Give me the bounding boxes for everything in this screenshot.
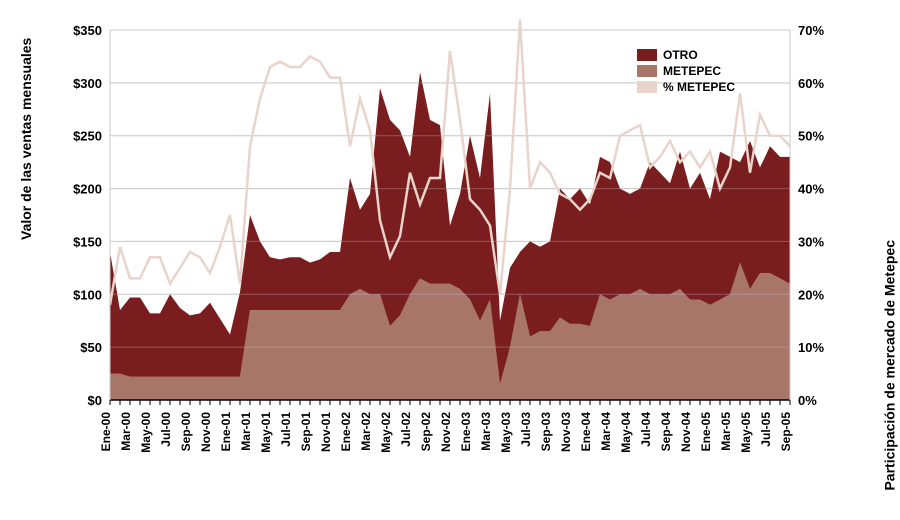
svg-text:Mar-01: Mar-01 (239, 412, 253, 451)
legend-label: OTRO (663, 48, 698, 62)
chart-svg: $0 $50 $100 $150 $200 $250 $300 $350 0% 10% 20% 30%… (0, 0, 900, 520)
svg-text:Nov-04: Nov-04 (679, 412, 693, 452)
svg-text:$300: $300 (73, 76, 102, 91)
svg-text:$200: $200 (73, 182, 102, 197)
legend-label: METEPEC (663, 64, 721, 78)
svg-text:Mar-02: Mar-02 (359, 412, 373, 451)
svg-text:Jul-04: Jul-04 (639, 412, 653, 447)
svg-text:$50: $50 (80, 340, 102, 355)
svg-text:Sep-01: Sep-01 (299, 412, 313, 452)
svg-text:30%: 30% (798, 234, 824, 249)
svg-text:Ene-02: Ene-02 (339, 412, 353, 452)
svg-text:Ene-03: Ene-03 (459, 412, 473, 452)
legend-item: METEPEC (637, 64, 735, 78)
svg-text:Nov-03: Nov-03 (559, 412, 573, 452)
svg-text:Sep-05: Sep-05 (779, 412, 793, 452)
svg-text:$0: $0 (88, 393, 102, 408)
svg-text:May-05: May-05 (739, 412, 753, 453)
svg-text:50%: 50% (798, 129, 824, 144)
legend-item: OTRO (637, 48, 735, 62)
svg-text:Jul-02: Jul-02 (399, 412, 413, 447)
svg-text:$350: $350 (73, 23, 102, 38)
svg-text:May-01: May-01 (259, 412, 273, 453)
svg-text:Sep-04: Sep-04 (659, 412, 673, 452)
svg-text:May-02: May-02 (379, 412, 393, 453)
svg-text:10%: 10% (798, 340, 824, 355)
svg-text:Ene-01: Ene-01 (219, 412, 233, 452)
svg-text:May-03: May-03 (499, 412, 513, 453)
svg-text:$100: $100 (73, 287, 102, 302)
svg-text:$250: $250 (73, 129, 102, 144)
legend: OTRO METEPEC % METEPEC (637, 48, 735, 96)
svg-text:Sep-03: Sep-03 (539, 412, 553, 452)
svg-text:Ene-04: Ene-04 (579, 412, 593, 452)
sales-chart: $0 $50 $100 $150 $200 $250 $300 $350 0% 10% 20% 30%… (0, 0, 900, 520)
svg-text:Ene-05: Ene-05 (699, 412, 713, 452)
svg-text:Jul-00: Jul-00 (159, 412, 173, 447)
svg-text:Jul-01: Jul-01 (279, 412, 293, 447)
svg-text:60%: 60% (798, 76, 824, 91)
legend-swatch (637, 65, 657, 77)
svg-text:Nov-02: Nov-02 (439, 412, 453, 452)
legend-swatch (637, 49, 657, 61)
svg-text:0%: 0% (798, 393, 817, 408)
svg-text:Jul-03: Jul-03 (519, 412, 533, 447)
svg-text:20%: 20% (798, 287, 824, 302)
svg-text:$150: $150 (73, 234, 102, 249)
svg-text:Jul-05: Jul-05 (759, 412, 773, 447)
svg-text:Ene-00: Ene-00 (99, 412, 113, 452)
svg-text:Mar-04: Mar-04 (599, 412, 613, 451)
y-axis-label: Valor de las ventas mensuales (18, 38, 34, 240)
svg-text:Nov-01: Nov-01 (319, 412, 333, 452)
svg-text:40%: 40% (798, 182, 824, 197)
svg-text:Mar-00: Mar-00 (119, 412, 133, 451)
svg-text:Sep-00: Sep-00 (179, 412, 193, 452)
legend-label: % METEPEC (663, 80, 735, 94)
y2-axis-label: Participación de mercado de Metepec (882, 240, 898, 491)
svg-text:May-04: May-04 (619, 412, 633, 453)
svg-text:Nov-00: Nov-00 (199, 412, 213, 452)
legend-item: % METEPEC (637, 80, 735, 94)
svg-text:70%: 70% (798, 23, 824, 38)
legend-swatch (637, 81, 657, 93)
svg-text:May-00: May-00 (139, 412, 153, 453)
svg-text:Mar-05: Mar-05 (719, 412, 733, 451)
svg-text:Mar-03: Mar-03 (479, 412, 493, 451)
svg-text:Sep-02: Sep-02 (419, 412, 433, 452)
